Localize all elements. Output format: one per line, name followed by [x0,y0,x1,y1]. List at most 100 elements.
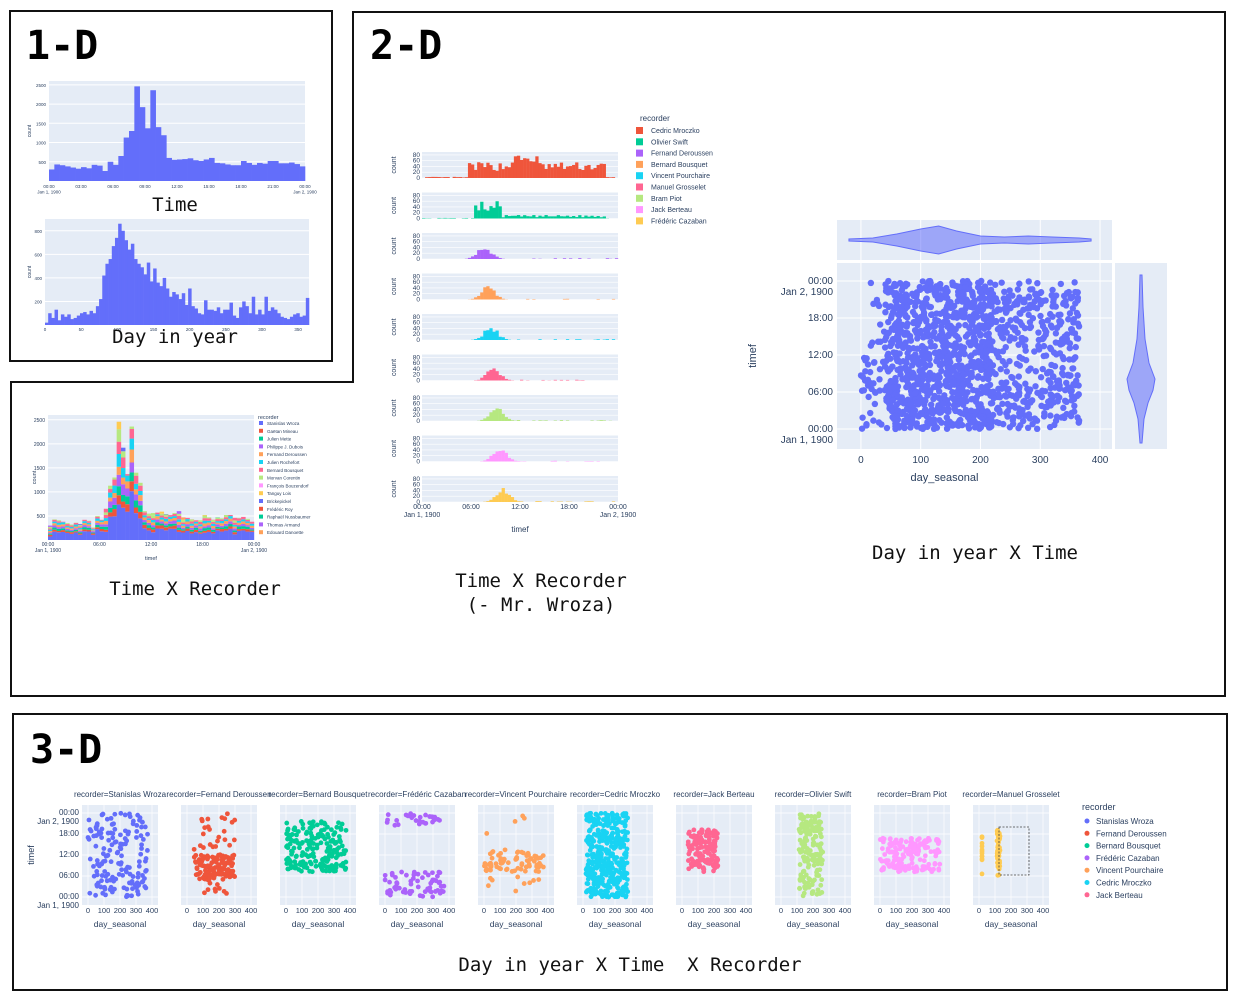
stacked-bar-segment [95,523,100,525]
bar [480,292,484,300]
bar [550,167,554,178]
scatter-point [798,872,804,878]
scatter-point [399,869,404,875]
bar [578,215,582,219]
x-tick-label: 0 [482,906,486,915]
scatter-point [487,862,493,868]
bar [254,314,259,325]
scatter-point [200,831,206,837]
scatter-point [415,878,420,884]
x-axis-label: day_seasonal [292,919,345,929]
scatter-point [1047,412,1054,419]
scatter-point [886,862,892,868]
scatter-point [938,353,945,361]
scatter-point [963,298,970,305]
y-tick-label: 0 [416,216,420,223]
legend-swatch [636,160,643,168]
scatter-point [877,856,883,862]
scatter-point [917,313,924,321]
stacked-bar-segment [103,526,109,530]
bar [510,215,515,219]
scatter-point [387,879,392,885]
bar [590,215,594,219]
y-tick-label: 00:00 [808,424,833,435]
bar [483,460,487,462]
y-axis-label: count [27,265,33,278]
stacked-bar-segment [116,453,122,467]
bar [562,216,567,219]
scatter-point [602,811,608,816]
legend-entry: Tanguy Lois [267,491,292,496]
scatter-point [1049,373,1057,380]
scatter-point [942,291,950,298]
scatter-point [897,842,902,848]
bar [471,256,475,259]
scatter-point [612,821,618,827]
scatter-point [993,350,1001,358]
scatter-point [502,847,508,853]
scatter-point [940,340,947,347]
stacked-bar-segment [146,530,152,540]
stacked-bar-segment [193,525,199,528]
scatter-point [883,395,890,402]
bar [526,216,530,219]
legend-swatch [636,194,643,202]
scatter-point [897,365,904,372]
plot-area [422,476,618,502]
scatter-point [964,330,972,338]
y-tick-label: 0 [416,459,420,466]
stacked-bar-segment [56,527,62,529]
bar [535,217,539,219]
stacked-bar-segment [78,534,83,540]
scatter-point [108,859,114,865]
scatter-point [113,839,119,845]
scatter-point [285,855,291,861]
stacked-bar-segment [99,520,104,523]
legend-entry: Cedric Mroczko [651,128,700,135]
bar [575,379,579,381]
scatter-point [982,286,990,294]
legend-entry: Fernand Deroussen [267,452,307,457]
scatter-point [87,856,93,862]
bar [535,156,539,178]
bar [614,258,619,259]
x-tick-label: 12:00 [171,184,183,189]
facet-title: recorder=Bram Piot [877,790,947,799]
bar [498,206,502,219]
stacked-bar-segment [223,528,229,531]
stacked-bar-segment [151,513,156,516]
y-tick-label: 800 [34,229,42,234]
scatter-point [931,322,939,330]
stacked-bar-segment [236,529,242,531]
bar [578,339,582,340]
scatter-point [1016,354,1023,361]
scatter-point [194,866,200,872]
stacked-bar-segment [185,519,190,522]
caption-day-x-time-x-recorder: Day in year X Time X Recorder [458,954,802,976]
stacked-bar-segment [69,528,74,530]
y-axis-label: count [32,470,38,484]
stacked-bar-segment [193,529,199,533]
y-tick-label: 400 [34,276,42,281]
stacked-bar-segment [129,438,135,450]
scatter-point [992,370,999,378]
bar [504,417,508,421]
scatter-point [1001,324,1009,331]
scatter-point [403,872,409,878]
scatter-point [91,863,96,869]
scatter-point [1057,311,1064,318]
x-tick-label: 200 [609,906,622,915]
bar [474,339,478,340]
scatter-point [336,834,342,839]
scatter-point [586,867,592,873]
stacked-bar-segment [159,511,165,514]
stacked-bar-segment [228,528,233,540]
scatter-point [701,866,707,872]
scatter-point [697,845,703,851]
scatter-point [970,386,977,394]
scatter-point [895,340,903,348]
bar [471,164,475,178]
scatter-point [324,841,330,846]
stacked-bar-segment [146,516,152,519]
scatter-point [807,877,813,883]
